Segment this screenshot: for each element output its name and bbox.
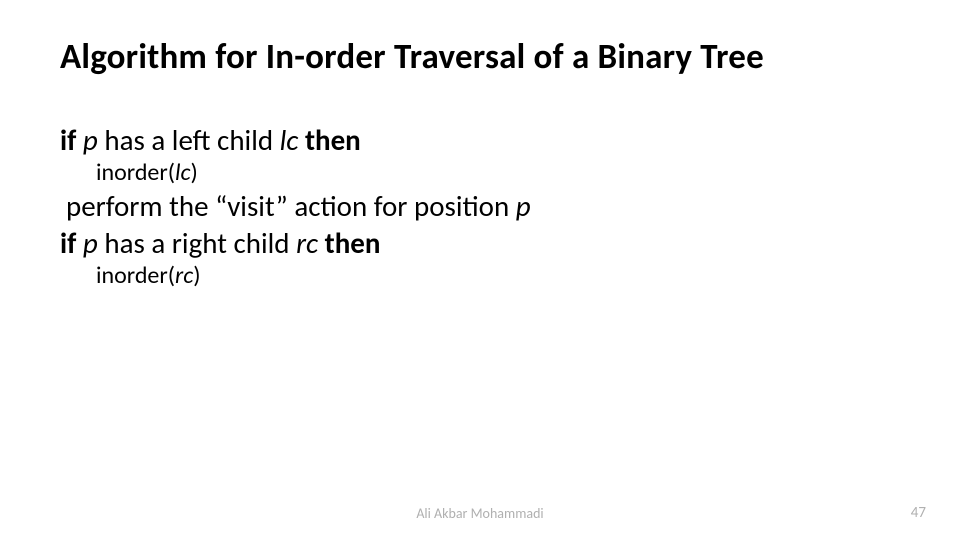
call-inorder: inorder(: [96, 158, 175, 187]
footer-author: Ali Akbar Mohammadi: [0, 505, 960, 522]
paren-close: ): [193, 261, 200, 290]
slide: Algorithm for In-order Traversal of a Bi…: [0, 0, 960, 540]
algo-line-2: inorder(lc): [60, 158, 900, 188]
var-p: p: [516, 188, 531, 224]
algo-line-1: if p has a left child lc then: [60, 122, 900, 158]
kw-if: if: [60, 122, 83, 158]
kw-if: if: [60, 225, 83, 261]
text: perform the “visit” action for position: [66, 188, 516, 224]
var-p: p: [83, 225, 98, 261]
call-inorder: inorder(: [96, 261, 175, 290]
var-rc: rc: [296, 225, 318, 261]
algo-line-3: perform the “visit” action for position …: [60, 188, 900, 224]
slide-body: if p has a left child lc then inorder(lc…: [60, 122, 900, 291]
var-lc: lc: [175, 158, 191, 187]
paren-close: ): [191, 158, 198, 187]
text: has a left child: [98, 122, 280, 158]
kw-then: then: [298, 122, 360, 158]
var-lc: lc: [280, 122, 299, 158]
var-p: p: [83, 122, 98, 158]
kw-then: then: [318, 225, 380, 261]
text: has a right child: [98, 225, 296, 261]
algo-line-4: if p has a right child rc then: [60, 225, 900, 261]
footer-page-number: 47: [911, 504, 926, 522]
var-rc: rc: [175, 261, 193, 290]
slide-title: Algorithm for In-order Traversal of a Bi…: [60, 36, 900, 78]
algo-line-5: inorder(rc): [60, 261, 900, 291]
